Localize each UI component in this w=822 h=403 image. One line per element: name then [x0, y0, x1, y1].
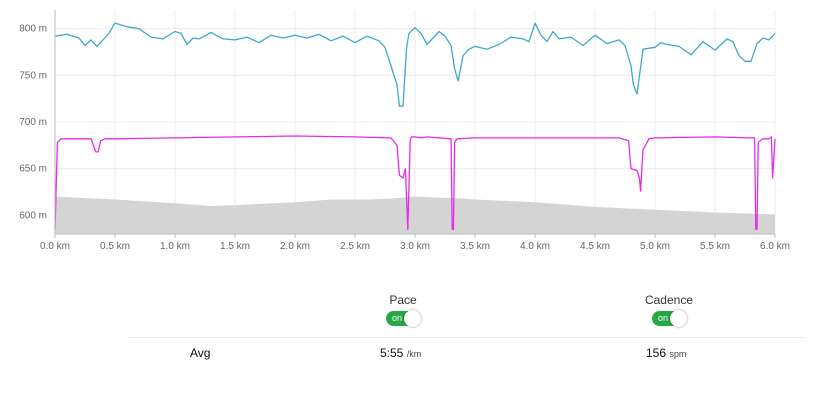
cadence-toggle-knob — [670, 310, 687, 327]
x-tick-label-8: 4.0 km — [520, 241, 550, 252]
pace-avg-unit: /km — [406, 349, 422, 359]
pace-toggle-knob — [404, 310, 421, 327]
elevation-pace-cadence-chart: 800 m 750 m 700 m 650 m 600 m 0.0 km 0.5 km 1.0… — [19, 10, 790, 252]
cadence-control: Cadence on — [634, 293, 704, 331]
cadence-line — [54, 135, 776, 230]
pace-control: Pace on — [373, 293, 433, 331]
x-tick-label-6: 3.0 km — [400, 241, 430, 252]
x-tick-label-2: 1.0 km — [160, 241, 190, 252]
cadence-avg: 156 spm — [646, 346, 686, 360]
pace-toggle[interactable]: on — [386, 310, 421, 327]
pace-avg-value: 5:55 — [380, 346, 404, 360]
avg-label: Avg — [190, 346, 211, 360]
cadence-toggle[interactable]: on — [652, 310, 687, 327]
x-tick-label-1: 0.5 km — [100, 241, 130, 252]
x-tick-label-11: 5.5 km — [700, 241, 730, 252]
x-tick-label-9: 4.5 km — [580, 241, 610, 252]
x-tick-label-3: 1.5 km — [220, 241, 250, 252]
pace-toggle-state: on — [392, 313, 403, 323]
x-tick-label-12: 6.0 km — [760, 241, 790, 252]
summary-divider — [128, 337, 804, 338]
x-tick-label-5: 2.5 km — [340, 241, 370, 252]
y-tick-label-2: 700 m — [19, 117, 47, 128]
cadence-toggle-state: on — [658, 313, 669, 323]
x-tick-label-0: 0.0 km — [40, 241, 70, 252]
x-tick-label-7: 3.5 km — [460, 241, 490, 252]
y-tick-label-4: 600 m — [19, 210, 47, 221]
y-tick-label-1: 750 m — [19, 70, 47, 81]
pace-line — [54, 22, 776, 107]
y-tick-label-0: 800 m — [19, 24, 47, 35]
y-tick-label-3: 650 m — [19, 164, 47, 175]
pace-avg: 5:55 /km — [380, 346, 421, 360]
pace-title: Pace — [389, 293, 417, 307]
x-tick-label-10: 5.0 km — [640, 241, 670, 252]
cadence-avg-unit: spm — [669, 349, 687, 359]
cadence-title: Cadence — [644, 293, 694, 307]
cadence-avg-value: 156 — [646, 346, 667, 360]
elevation-area — [55, 196, 775, 234]
x-tick-label-4: 2.0 km — [280, 241, 310, 252]
